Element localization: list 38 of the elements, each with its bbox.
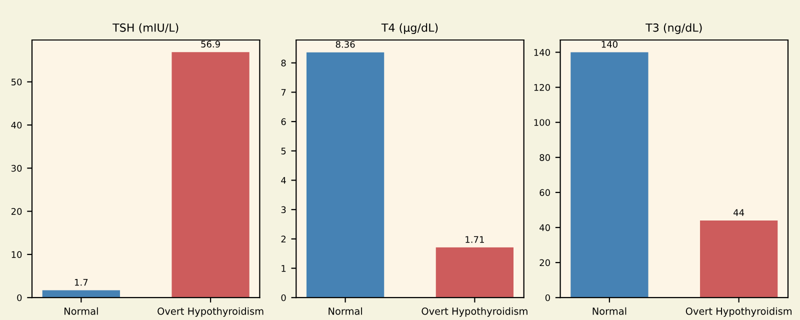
y-tick-label: 40 xyxy=(540,224,550,232)
y-tick-label: 20 xyxy=(11,208,22,215)
chart-title: T3 (ng/dL) xyxy=(646,23,702,34)
y-tick-label: 0 xyxy=(17,294,22,302)
y-tick-label: 60 xyxy=(540,189,550,196)
data-label: 1.7 xyxy=(74,279,88,286)
data-label: 44 xyxy=(734,209,744,216)
y-tick-label: 8 xyxy=(281,60,286,66)
y-tick-label: 30 xyxy=(11,164,22,172)
x-tick-label: Normal xyxy=(64,307,98,315)
x-tick-label: Overt Hypothyroidism xyxy=(422,307,528,317)
y-tick-label: 140 xyxy=(534,48,550,56)
y-tick-label: 80 xyxy=(540,154,550,161)
y-tick-label: 0 xyxy=(281,294,286,302)
chart-title: TSH (mIU/L) xyxy=(112,23,178,34)
y-tick-label: 7 xyxy=(281,89,286,96)
y-tick-label: 5 xyxy=(281,148,286,154)
y-tick-label: 10 xyxy=(12,251,22,258)
y-tick-label: 1 xyxy=(282,265,286,272)
data-label: 56.9 xyxy=(201,40,220,48)
x-tick-label: Normal xyxy=(328,307,362,315)
y-tick-label: 3 xyxy=(281,206,286,214)
y-tick-label: 20 xyxy=(540,259,550,266)
y-tick-label: 120 xyxy=(534,84,550,91)
y-tick-label: 2 xyxy=(281,236,286,242)
data-label: 140 xyxy=(602,40,618,48)
data-label: 1.71 xyxy=(466,236,484,243)
chart-title: T4 (µg/dL) xyxy=(381,23,438,34)
y-tick-label: 6 xyxy=(281,118,286,126)
y-tick-label: 4 xyxy=(281,177,286,184)
data-label: 8.36 xyxy=(336,40,355,48)
y-tick-label: 50 xyxy=(11,78,22,86)
x-tick-label: Normal xyxy=(592,307,626,315)
x-tick-label: Overt Hypothyroidism xyxy=(158,307,264,317)
x-tick-label: Overt Hypothyroidism xyxy=(686,307,792,317)
y-tick-label: 100 xyxy=(534,119,550,126)
y-tick-label: 40 xyxy=(11,122,22,129)
y-tick-label: 0 xyxy=(545,294,550,302)
